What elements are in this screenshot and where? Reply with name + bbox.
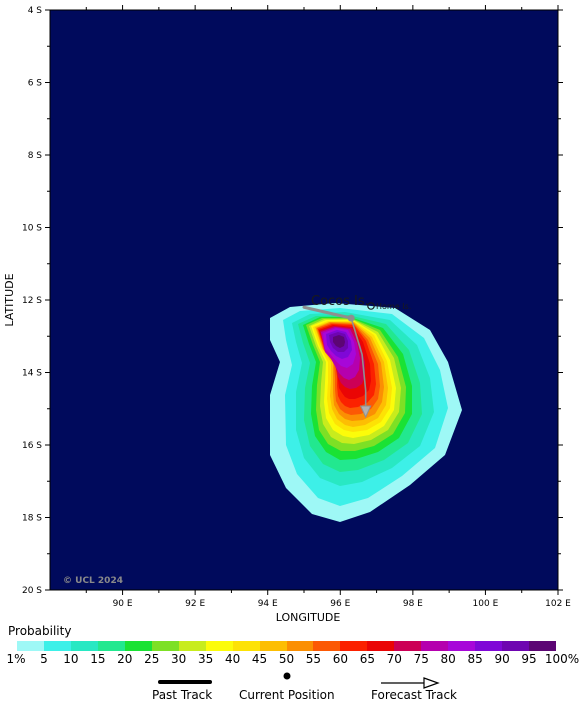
colorbar-swatch (286, 641, 314, 651)
colorbar-swatch (475, 641, 503, 651)
longitude-tick-label: 94 E (258, 599, 278, 609)
colorbar-swatch (17, 641, 44, 651)
colorbar-swatch (448, 641, 476, 651)
colorbar-tick-label: 1% (6, 652, 26, 666)
colorbar-swatch (340, 641, 368, 651)
colorbar-tick-label: 10 (63, 652, 79, 666)
colorbar-tick-label: 15 (90, 652, 106, 666)
colorbar-tick-label: 80 (440, 652, 456, 666)
strike-probability-map: 4 S 6 S 8 S 10 S 12 S 14 S 16 S 18 S 20 S 90 E 92… (3, 5, 572, 622)
colorbar-swatch (124, 641, 152, 651)
longitude-axis-title: LONGITUDE (276, 611, 341, 622)
latitude-tick-label: 8 S (28, 151, 43, 161)
colorbar-swatch (178, 641, 206, 651)
longitude-tick-labels: 90 E 92 E 94 E 96 E 98 E 100 E 102 E (113, 599, 572, 609)
colorbar-tick-label: 75 (413, 652, 429, 666)
current-position-marker (347, 314, 355, 322)
probability-contour (333, 335, 345, 348)
colorbar-tick-label: 95 (521, 652, 537, 666)
colorbar-swatch (70, 641, 98, 651)
colorbar-tick-label: 45 (251, 652, 268, 666)
longitude-tick-label: 100 E (473, 599, 499, 609)
forecast-track-arrow-icon (381, 677, 440, 689)
colorbar-swatch (502, 641, 530, 651)
longitude-tick-label: 96 E (330, 599, 350, 609)
copyright-label: © UCL 2024 (63, 576, 123, 586)
latitude-tick-label: 4 S (28, 6, 43, 16)
past-track-line (302, 305, 353, 320)
colorbar-swatch (205, 641, 233, 651)
probability-colorbar (17, 641, 557, 651)
colorbar-tick-label: 70 (386, 652, 402, 666)
colorbar-tick-label: 100% (544, 652, 580, 666)
axis-ticks (45, 5, 563, 595)
forecast-arrowhead (359, 405, 372, 419)
track-legend: Past Track Current Position Forecast Tra… (0, 670, 580, 710)
latitude-tick-label: 12 S (22, 296, 42, 306)
colorbar-tick-label: 60 (332, 652, 349, 666)
colorbar-swatch (313, 641, 341, 651)
colorbar-tick-label: 5 (40, 652, 48, 666)
colorbar-labels: 1% 5 10 15 20 25 30 35 40 45 50 55 60 65 70 75 80 85 90 95 1… (0, 652, 580, 668)
longitude-tick-label: 102 E (545, 599, 571, 609)
colorbar-tick-label: 55 (305, 652, 322, 666)
forecast-track-line (350, 317, 367, 416)
colorbar-swatch (421, 641, 449, 651)
latitude-tick-label: 10 S (22, 224, 42, 234)
colorbar-swatch (232, 641, 260, 651)
colorbar-swatch (529, 641, 557, 651)
colorbar-swatch (259, 641, 287, 651)
home-island-marker (367, 302, 375, 310)
latitude-tick-labels: 4 S 6 S 8 S 10 S 12 S 14 S 16 S 18 S 20 S (22, 6, 42, 596)
map-frame (49, 9, 559, 591)
colorbar-swatch (394, 641, 422, 651)
home-island-label: Home Is. (376, 302, 411, 311)
probability-swath (270, 303, 462, 522)
current-position-icon (283, 672, 291, 680)
colorbar-swatch (97, 641, 125, 651)
latitude-tick-label: 16 S (22, 441, 42, 451)
cocos-islands-label: Cocos Is. (311, 294, 369, 309)
colorbar-tick-label: 65 (359, 652, 375, 666)
colorbar-swatch (43, 641, 71, 651)
colorbar-tick-label: 25 (144, 652, 160, 666)
forecast-track-label: Forecast Track (371, 688, 457, 702)
latitude-tick-label: 20 S (22, 586, 42, 596)
colorbar-tick-label: 40 (224, 652, 241, 666)
latitude-tick-label: 14 S (22, 369, 42, 379)
longitude-tick-label: 98 E (403, 599, 423, 609)
longitude-tick-label: 92 E (185, 599, 205, 609)
colorbar-tick-label: 20 (117, 652, 133, 666)
latitude-axis-title: LATITUDE (3, 273, 16, 326)
storm-track (302, 305, 372, 419)
longitude-tick-label: 90 E (113, 599, 133, 609)
legend-title: Probability (8, 624, 72, 638)
colorbar-tick-label: 30 (171, 652, 187, 666)
colorbar-swatch (151, 641, 179, 651)
colorbar-tick-label: 35 (198, 652, 214, 666)
latitude-tick-label: 6 S (28, 79, 43, 89)
colorbar-swatch (367, 641, 395, 651)
colorbar-tick-label: 85 (467, 652, 483, 666)
past-track-label: Past Track (152, 688, 213, 702)
latitude-tick-label: 18 S (22, 514, 42, 524)
past-track-icon (158, 680, 212, 684)
current-position-label: Current Position (239, 688, 335, 702)
colorbar-tick-label: 90 (494, 652, 510, 666)
colorbar-tick-label: 50 (278, 652, 295, 666)
